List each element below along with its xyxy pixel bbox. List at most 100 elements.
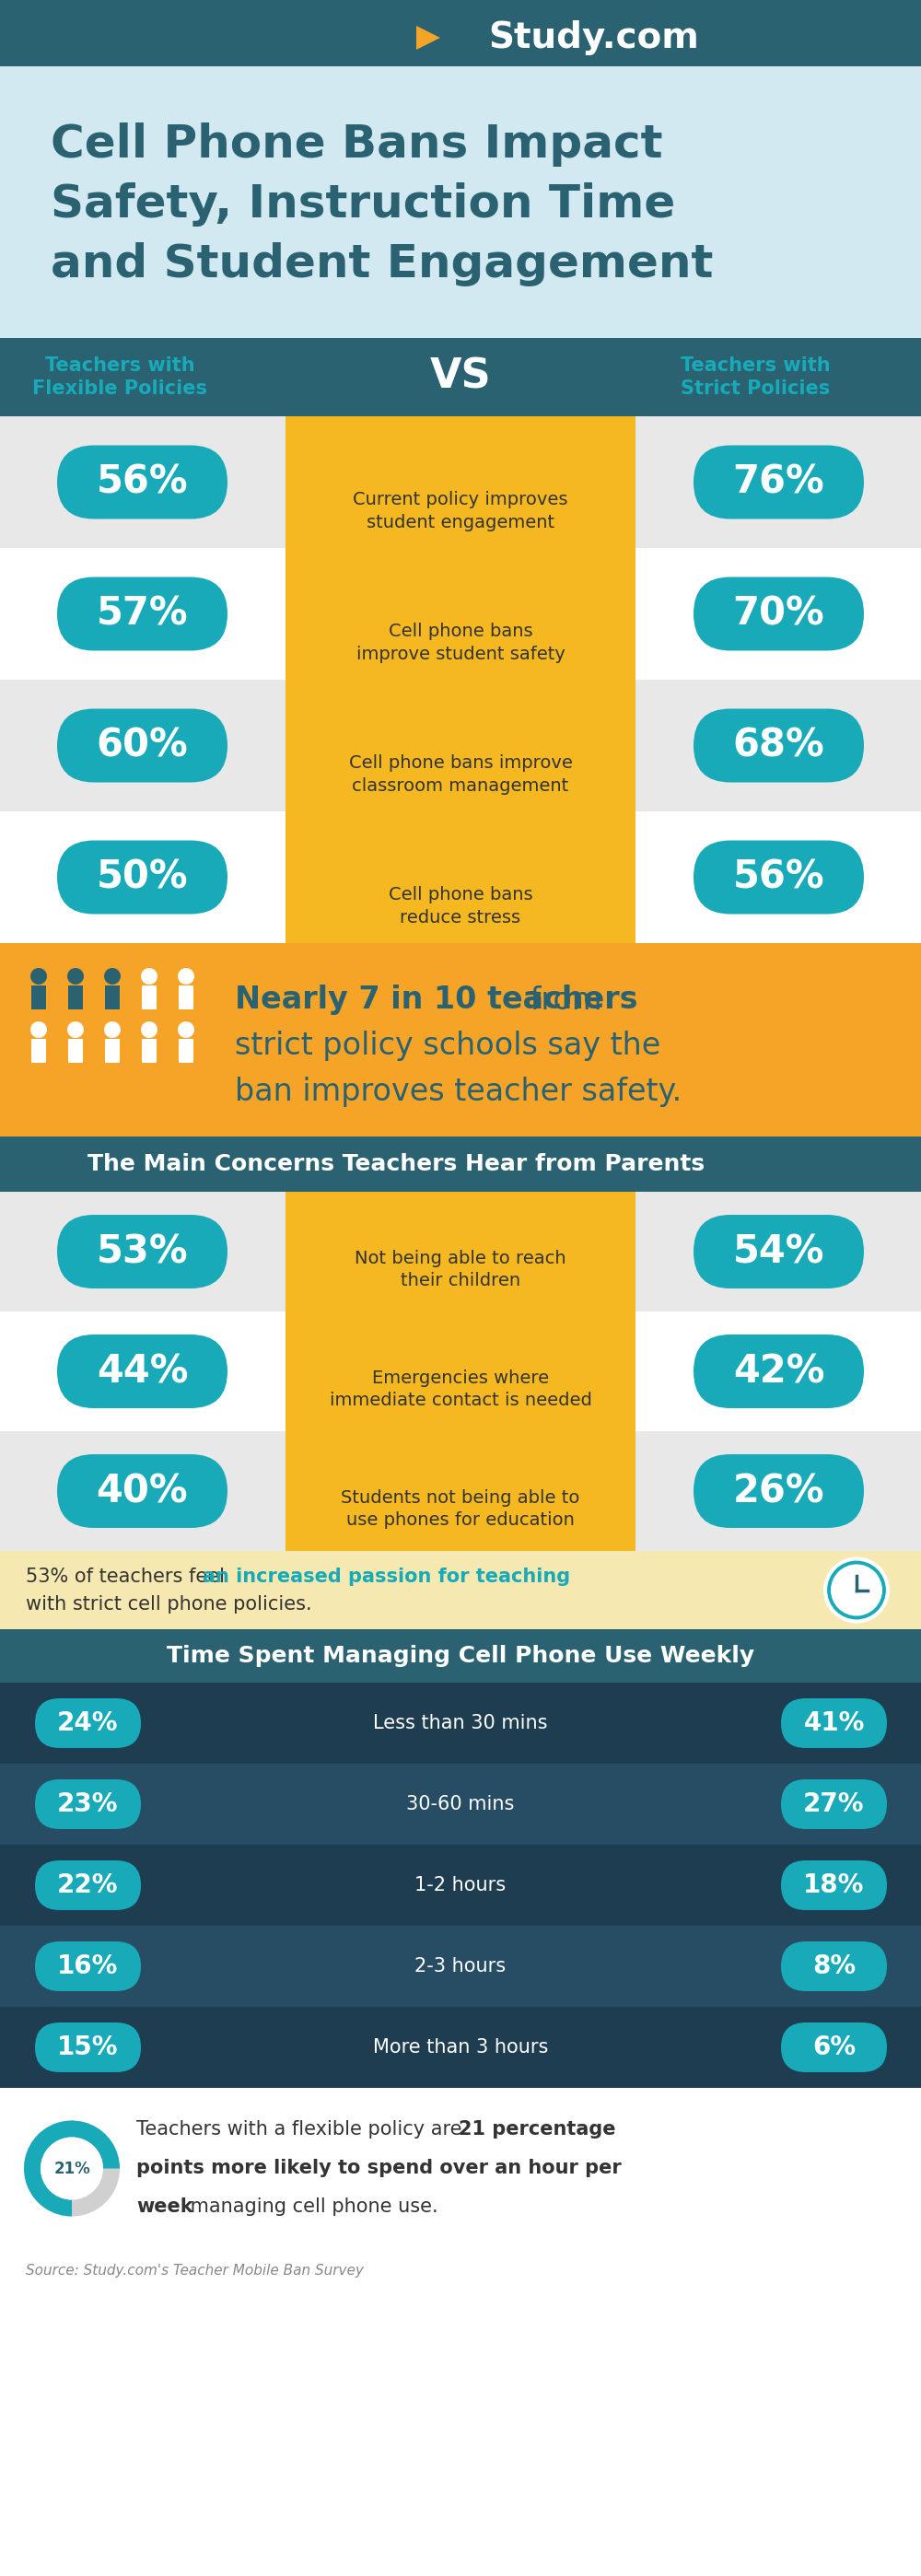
FancyBboxPatch shape	[35, 1860, 141, 1911]
Bar	[31, 987, 46, 1010]
Circle shape	[41, 2138, 103, 2200]
Text: Nearly 7 in 10 teachers: Nearly 7 in 10 teachers	[235, 984, 637, 1015]
FancyBboxPatch shape	[781, 1698, 887, 1749]
Bar	[0, 67, 921, 337]
Bar	[179, 1038, 193, 1064]
Text: Teachers with
Strict Policies: Teachers with Strict Policies	[681, 355, 830, 397]
Bar	[0, 680, 286, 811]
Bar	[0, 1927, 921, 2007]
Bar	[0, 417, 286, 549]
Circle shape	[825, 1558, 888, 1620]
Text: 26%: 26%	[733, 1471, 824, 1510]
Text: Cell Phone Bans Impact: Cell Phone Bans Impact	[51, 124, 663, 167]
Text: 21%: 21%	[53, 2161, 90, 2177]
Text: 57%: 57%	[97, 595, 188, 634]
Bar	[635, 1432, 921, 1551]
Wedge shape	[24, 2120, 120, 2215]
Text: Source: Study.com's Teacher Mobile Ban Survey: Source: Study.com's Teacher Mobile Ban S…	[26, 2264, 364, 2277]
FancyBboxPatch shape	[57, 840, 227, 914]
FancyBboxPatch shape	[57, 1216, 227, 1288]
Text: 22%: 22%	[57, 1873, 119, 1899]
Text: 40%: 40%	[97, 1471, 188, 1510]
Text: and Student Engagement: and Student Engagement	[51, 242, 713, 286]
FancyBboxPatch shape	[57, 708, 227, 783]
Text: 6%: 6%	[812, 2035, 856, 2061]
Bar	[635, 811, 921, 943]
Bar	[0, 2249, 921, 2293]
Text: 15%: 15%	[57, 2035, 119, 2061]
Text: Cell phone bans
reduce stress: Cell phone bans reduce stress	[389, 886, 532, 927]
Bar	[179, 987, 193, 1010]
Text: 1-2 hours: 1-2 hours	[414, 1875, 507, 1893]
Bar	[635, 549, 921, 680]
Text: 76%: 76%	[733, 464, 824, 502]
FancyBboxPatch shape	[694, 708, 864, 783]
Text: points more likely to spend over an hour per: points more likely to spend over an hour…	[136, 2159, 622, 2177]
Bar	[0, 1136, 921, 1193]
Text: 23%: 23%	[57, 1790, 119, 1816]
Text: Students not being able to
use phones for education: Students not being able to use phones fo…	[341, 1489, 580, 1530]
Text: Emergencies where
immediate contact is needed: Emergencies where immediate contact is n…	[330, 1368, 591, 1409]
Text: Current policy improves
student engagement: Current policy improves student engageme…	[353, 492, 568, 531]
Bar	[0, 1682, 921, 1765]
FancyBboxPatch shape	[57, 446, 227, 518]
Text: 53%: 53%	[97, 1231, 188, 1270]
Text: from: from	[520, 984, 602, 1015]
Bar	[286, 1193, 635, 1551]
Text: 16%: 16%	[57, 1953, 119, 1978]
Circle shape	[178, 1020, 194, 1038]
FancyBboxPatch shape	[57, 1455, 227, 1528]
Text: 18%: 18%	[803, 1873, 865, 1899]
Bar	[286, 417, 635, 943]
Bar	[0, 1628, 921, 1682]
Text: Teachers with a flexible policy are: Teachers with a flexible policy are	[136, 2120, 468, 2138]
FancyBboxPatch shape	[781, 1860, 887, 1911]
Bar	[635, 680, 921, 811]
Text: 68%: 68%	[733, 726, 824, 765]
Bar	[0, 1551, 921, 1628]
FancyBboxPatch shape	[694, 1334, 864, 1409]
Text: 44%: 44%	[97, 1352, 188, 1391]
Bar	[0, 549, 286, 680]
Circle shape	[67, 1020, 84, 1038]
Bar	[0, 1193, 286, 1311]
Text: The Main Concerns Teachers Hear from Parents: The Main Concerns Teachers Hear from Par…	[87, 1154, 705, 1175]
Circle shape	[178, 969, 194, 984]
Circle shape	[104, 969, 121, 984]
FancyBboxPatch shape	[694, 1216, 864, 1288]
Text: strict policy schools say the: strict policy schools say the	[235, 1030, 660, 1061]
Bar	[0, 67, 921, 337]
FancyBboxPatch shape	[35, 2022, 141, 2071]
Bar	[0, 1844, 921, 1927]
Text: 27%: 27%	[803, 1790, 865, 1816]
Bar	[68, 987, 83, 1010]
Bar	[0, 811, 286, 943]
Text: 50%: 50%	[97, 858, 188, 896]
Text: 24%: 24%	[57, 1710, 119, 1736]
Bar	[0, 0, 921, 67]
Text: Time Spent Managing Cell Phone Use Weekly: Time Spent Managing Cell Phone Use Weekl…	[167, 1646, 754, 1667]
Circle shape	[67, 969, 84, 984]
Text: 53% of teachers feel: 53% of teachers feel	[26, 1569, 231, 1587]
FancyBboxPatch shape	[35, 1780, 141, 1829]
Bar	[635, 417, 921, 549]
Bar	[635, 1311, 921, 1432]
Bar	[0, 1765, 921, 1844]
Bar	[142, 987, 157, 1010]
Text: 8%: 8%	[812, 1953, 856, 1978]
Text: 30-60 mins: 30-60 mins	[406, 1795, 515, 1814]
Text: More than 3 hours: More than 3 hours	[373, 2038, 548, 2056]
Circle shape	[141, 1020, 157, 1038]
Text: 56%: 56%	[97, 464, 188, 502]
FancyBboxPatch shape	[35, 1942, 141, 1991]
Bar	[0, 2007, 921, 2089]
Bar	[31, 1038, 46, 1064]
Circle shape	[24, 2120, 120, 2215]
Text: 2-3 hours: 2-3 hours	[414, 1958, 507, 1976]
Text: managing cell phone use.: managing cell phone use.	[184, 2197, 438, 2215]
Bar	[0, 337, 921, 417]
Text: with strict cell phone policies.: with strict cell phone policies.	[26, 1595, 312, 1613]
Bar	[0, 1432, 286, 1551]
Text: Safety, Instruction Time: Safety, Instruction Time	[51, 183, 675, 227]
Text: 70%: 70%	[733, 595, 824, 634]
